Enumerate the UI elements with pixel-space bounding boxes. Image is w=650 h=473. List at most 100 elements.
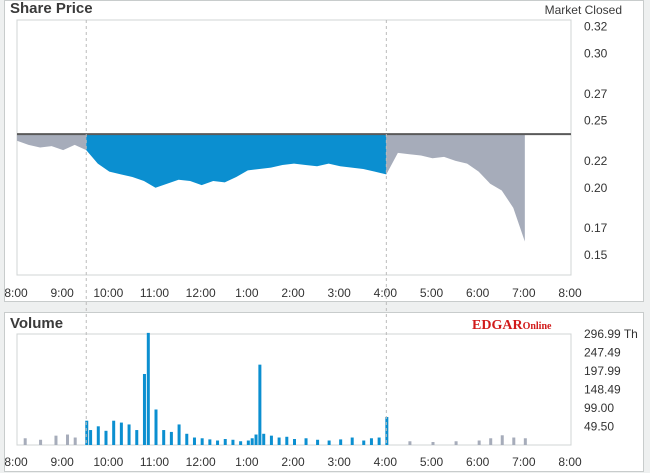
volume-x-tick-label: 3:00	[327, 455, 351, 469]
volume-bar	[169, 431, 173, 445]
logo-sub-text: Online	[522, 321, 552, 332]
price-title: Share Price	[10, 0, 93, 17]
after-hours-price-area	[386, 134, 525, 242]
volume-bar	[285, 436, 289, 445]
volume-bar	[293, 439, 296, 445]
volume-bar	[104, 430, 108, 445]
logo-main-text: EDGAR	[472, 318, 523, 333]
price-y-tick-label: 0.20	[584, 181, 608, 195]
volume-bar	[350, 437, 354, 445]
edgar-online-logo: EDGAROnline	[472, 316, 551, 334]
price-x-tick-label: 1:00	[235, 286, 259, 300]
volume-bar	[112, 420, 116, 445]
volume-y-tick-label: 296.99 Th	[584, 327, 638, 341]
volume-bar	[208, 439, 212, 445]
volume-bar	[512, 437, 516, 445]
volume-bar	[408, 441, 412, 445]
volume-bar	[369, 438, 373, 445]
price-y-tick-label: 0.30	[584, 47, 608, 61]
volume-bar	[477, 440, 481, 445]
price-x-tick-label: 8:00	[558, 286, 582, 300]
volume-x-tick-label: 9:00	[50, 455, 74, 469]
volume-x-tick-label: 4:00	[374, 455, 398, 469]
volume-bar	[85, 420, 89, 445]
volume-bar	[185, 433, 189, 445]
price-y-tick-label: 0.15	[584, 248, 608, 262]
volume-bar	[39, 439, 43, 445]
volume-x-tick-label: 12:00	[186, 455, 216, 469]
volume-bar	[177, 424, 181, 445]
volume-x-tick-label: 1:00	[235, 455, 259, 469]
volume-x-tick-label: 8:00	[4, 455, 28, 469]
volume-x-tick-label: 10:00	[93, 455, 123, 469]
volume-bar	[277, 437, 281, 445]
price-x-tick-label: 2:00	[281, 286, 305, 300]
volume-bar	[23, 438, 27, 445]
price-x-tick-label: 7:00	[512, 286, 536, 300]
price-x-tick-label: 10:00	[93, 286, 123, 300]
premarket-price-area	[17, 134, 87, 151]
price-x-tick-label: 8:00	[4, 286, 28, 300]
volume-bar	[216, 440, 220, 445]
price-y-tick-label: 0.27	[584, 87, 608, 101]
price-x-tick-label: 4:00	[374, 286, 398, 300]
volume-bar	[262, 433, 266, 445]
volume-bar	[362, 440, 366, 445]
volume-bar	[250, 438, 254, 445]
volume-bar	[246, 440, 250, 445]
volume-x-tick-label: 11:00	[140, 455, 169, 469]
price-x-tick-label: 6:00	[466, 286, 490, 300]
price-x-tick-label: 3:00	[327, 286, 351, 300]
volume-bar	[339, 439, 343, 445]
volume-bar	[54, 435, 58, 445]
volume-bar	[316, 439, 320, 445]
volume-y-tick-label: 247.49	[584, 346, 621, 360]
volume-bar	[327, 440, 331, 445]
volume-bar	[231, 439, 235, 445]
volume-bar	[239, 441, 243, 445]
volume-bar	[269, 435, 273, 445]
price-x-tick-label: 11:00	[140, 286, 169, 300]
volume-bar	[254, 434, 258, 445]
volume-bar	[66, 434, 70, 445]
volume-bar	[431, 442, 435, 445]
volume-bar	[96, 426, 100, 445]
volume-y-tick-label: 148.49	[584, 383, 621, 397]
volume-bar	[127, 424, 131, 445]
volume-bar	[135, 430, 139, 445]
volume-title: Volume	[10, 315, 64, 332]
volume-bar	[200, 438, 204, 445]
volume-x-tick-label: 7:00	[512, 455, 536, 469]
volume-x-tick-label: 2:00	[281, 455, 305, 469]
volume-bar	[146, 332, 150, 445]
volume-x-tick-label: 6:00	[466, 455, 490, 469]
volume-bar	[119, 422, 123, 445]
volume-bar	[154, 409, 158, 445]
volume-bar	[89, 430, 93, 445]
volume-bar	[192, 437, 196, 445]
volume-bar	[73, 437, 77, 445]
volume-bar	[523, 438, 527, 445]
price-x-tick-label: 12:00	[186, 286, 216, 300]
price-y-tick-label: 0.22	[584, 154, 608, 168]
price-x-tick-label: 5:00	[420, 286, 444, 300]
volume-bar	[489, 438, 493, 445]
price-y-tick-label: 0.17	[584, 221, 608, 235]
volume-bar	[377, 437, 381, 445]
volume-y-tick-label: 99.00	[584, 401, 614, 415]
volume-bar	[142, 373, 146, 445]
market-status-label: Market Closed	[544, 3, 622, 17]
volume-bar	[304, 438, 308, 445]
volume-x-tick-label: 8:00	[558, 455, 582, 469]
volume-x-tick-label: 5:00	[420, 455, 444, 469]
volume-y-tick-label: 197.99	[584, 364, 621, 378]
volume-bar	[454, 441, 458, 445]
volume-bar	[162, 430, 166, 445]
price-y-tick-label: 0.25	[584, 114, 608, 128]
volume-bar	[258, 364, 262, 445]
price-y-tick-label: 0.32	[584, 20, 608, 34]
volume-plot-area	[16, 333, 572, 446]
regular-session-price-area	[86, 134, 387, 188]
volume-bar	[500, 435, 504, 445]
